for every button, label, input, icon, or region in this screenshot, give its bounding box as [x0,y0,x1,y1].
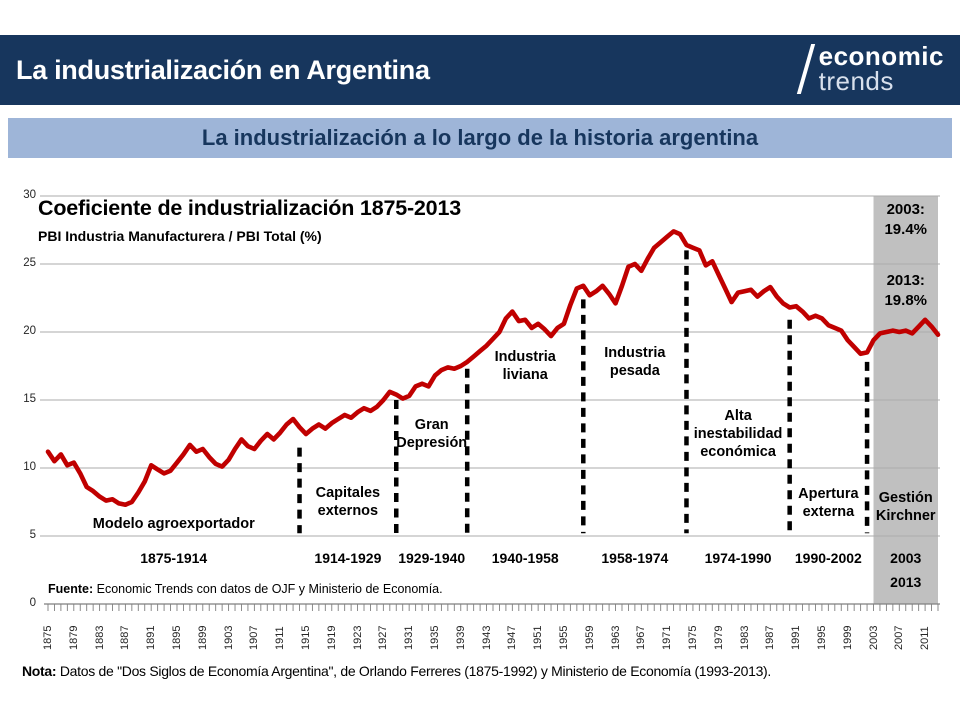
industrialization-line [45,229,941,508]
slide-subtitle-banner: La industrialización a lo largo de la hi… [8,118,952,158]
footnote-label: Nota: [22,663,57,679]
chart-title: Coeficiente de industrialización 1875-20… [38,196,461,220]
footnote-text: Datos de "Dos Siglos de Economía Argenti… [56,663,772,679]
source-label: Fuente: [48,582,94,596]
logo-word-trends: trends [818,66,894,96]
source-text: Economic Trends con datos de OJF y Minis… [93,582,443,596]
slide-subtitle: La industrialización a lo largo de la hi… [201,125,759,150]
logo-word-economic: economic [818,41,944,71]
footnote: Nota: Datos de "Dos Siglos de Economía A… [22,663,952,679]
logo-text: economic trends [818,41,944,96]
header-bar: La industrialización en Argentina econom… [0,35,960,105]
economic-trends-logo: economic trends [796,41,944,96]
logo-slash-icon [796,44,815,94]
source-note: Fuente: Economic Trends con datos de OJF… [48,582,443,596]
page-title: La industrialización en Argentina [16,55,430,85]
chart-subtitle: PBI Industria Manufacturera / PBI Total … [38,228,322,244]
